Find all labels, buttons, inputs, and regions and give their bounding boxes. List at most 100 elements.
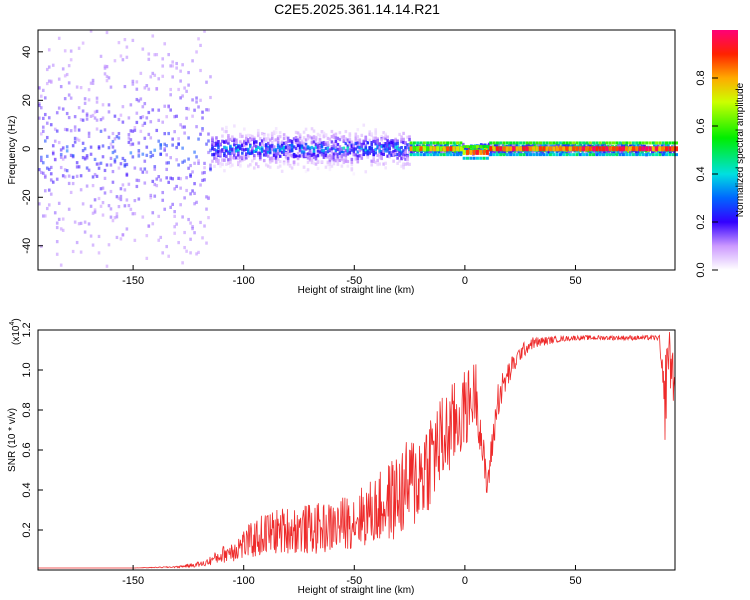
spectrogram-cell xyxy=(531,144,535,148)
spectrogram-cell xyxy=(276,135,280,139)
spectrogram-cell xyxy=(330,129,334,134)
snr-x-axis-label: Height of straight line (km) xyxy=(298,585,415,596)
spectrogram-cell xyxy=(211,136,214,140)
spectrogram-cell xyxy=(330,147,334,151)
spectrogram-cell xyxy=(260,139,264,143)
spectrogram-cell xyxy=(505,146,509,152)
spectrogram-cell xyxy=(133,212,137,216)
spectrogram-cell xyxy=(149,120,153,124)
spectrogram-cell xyxy=(284,151,288,156)
spectrogram-cell xyxy=(638,153,642,157)
spectrogram-cell xyxy=(87,222,91,226)
spectrogram-cell xyxy=(262,137,266,141)
spectrogram-cell xyxy=(147,57,151,61)
spectrogram-cell xyxy=(115,235,119,240)
spectrogram-cell xyxy=(284,135,288,139)
spectrogram-cell xyxy=(300,139,304,143)
spectrogram-cell xyxy=(356,139,360,143)
spectrogram-cell xyxy=(245,134,248,138)
spectrogram-cell xyxy=(227,141,230,145)
snr-y-ticks: 0.20.40.60.81.01.2 xyxy=(21,322,43,538)
spectrogram-cell xyxy=(173,225,176,229)
spectrogram-cell xyxy=(346,144,350,148)
spectrogram-cell xyxy=(141,115,145,119)
snr-y-axis-label: SNR (10 * v/v) xyxy=(7,408,18,472)
spectrogram-cell xyxy=(318,138,322,142)
spectrogram-cell xyxy=(93,110,97,114)
spectrogram-cell xyxy=(213,153,216,157)
spectrogram-cell xyxy=(61,174,65,178)
spectrogram-cell xyxy=(131,142,135,146)
spectrogram-cell xyxy=(229,151,232,156)
spectrogram-cell xyxy=(95,162,99,166)
spectrogram-cell xyxy=(155,87,159,91)
spectrogram-cell xyxy=(344,148,348,152)
spectrogram-cell xyxy=(79,221,83,225)
spectrogram-cell xyxy=(442,141,446,145)
spectrogram-cell xyxy=(113,216,117,220)
spectrogram-cell xyxy=(187,70,190,75)
spectrogram-cell xyxy=(537,146,541,150)
colorbar-ticks: 0.00.20.40.60.8 xyxy=(695,70,718,278)
spectrogram-cell xyxy=(143,136,147,140)
spectrogram-cell xyxy=(575,141,579,145)
spectrogram-cell xyxy=(105,79,109,83)
spectrogram-cell xyxy=(247,154,250,158)
spectrogram-cell xyxy=(121,58,125,62)
spectrogram-cell xyxy=(41,88,45,92)
spectrogram-cell xyxy=(390,140,393,145)
spectrogram-cell xyxy=(595,141,599,145)
spectrogram-cell xyxy=(254,149,258,153)
spectrogram-cell xyxy=(278,145,282,149)
spectrogram-cell xyxy=(266,164,270,168)
spectrogram-cell xyxy=(515,151,519,155)
spectrogram-cell xyxy=(332,152,336,156)
spectrogram-cell xyxy=(57,106,61,110)
spectrogram-cell xyxy=(171,202,174,206)
spectrogram-cell xyxy=(344,159,348,163)
spectrogram-cell xyxy=(298,135,302,139)
spectrogram-cell xyxy=(215,143,218,147)
spectrogram-cell xyxy=(602,141,606,145)
spectrogram-cell xyxy=(635,146,639,152)
colorbar-tick-label: 0.6 xyxy=(695,118,707,133)
spectrogram-cell xyxy=(352,153,356,157)
spectrogram-cell xyxy=(241,143,244,147)
spectrogram-cell xyxy=(145,116,149,120)
spectrogram-cell xyxy=(177,176,180,180)
spectrogram-cell xyxy=(627,147,630,151)
spectrogram-cell xyxy=(290,144,294,148)
spectrogram-cell xyxy=(103,66,107,70)
spectrogram-cell xyxy=(497,148,501,152)
spectrogram-cell xyxy=(73,220,77,224)
spectrogram-cell xyxy=(237,161,240,165)
spectrogram-cell xyxy=(85,154,89,158)
spectrogram-cell xyxy=(328,167,332,172)
spectrogram-cell xyxy=(239,134,242,139)
spectrogram-cell xyxy=(181,160,184,164)
spectrogram-cell xyxy=(165,176,168,180)
spectrogram-cell xyxy=(268,144,272,148)
spectrogram-cell xyxy=(314,154,318,158)
spectrogram-cell xyxy=(495,149,499,154)
spectrogram-cell xyxy=(99,161,103,165)
spectrogram-cell xyxy=(408,143,411,148)
spectrogram-cell xyxy=(568,153,572,157)
spectrogram-cell xyxy=(396,147,399,151)
spectrogram-cell xyxy=(356,160,360,164)
spectrogram-cell xyxy=(65,149,69,153)
spectrogram-cell xyxy=(282,141,286,145)
spectrogram-cell xyxy=(87,98,91,102)
spectrogram-cell xyxy=(231,137,234,141)
spectrogram-cell xyxy=(107,146,111,150)
y-tick-label: 0.8 xyxy=(21,402,33,417)
spectrogram-cell xyxy=(211,141,214,145)
spectrogram-cell xyxy=(619,150,622,154)
spectrogram-cell xyxy=(356,128,360,132)
spectrogram-cell xyxy=(396,152,399,157)
spectrogram-cell xyxy=(51,180,55,184)
spectrogram-cell xyxy=(101,144,105,148)
spectrogram-cell xyxy=(416,153,420,157)
spectrogram-cell xyxy=(340,149,344,153)
spectrogram-cell xyxy=(241,147,244,151)
